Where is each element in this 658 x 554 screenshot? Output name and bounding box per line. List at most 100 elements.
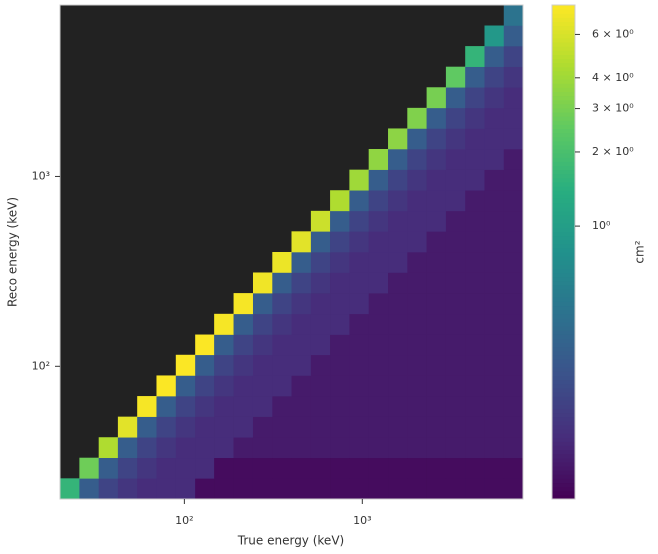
heatmap-cell [426, 437, 447, 459]
heatmap-cell [291, 252, 312, 273]
heatmap-cell [368, 375, 389, 397]
colorbar-segment [552, 182, 575, 187]
heatmap-cell [349, 293, 369, 315]
heatmap-cell [349, 313, 369, 335]
heatmap-cell [291, 396, 312, 417]
heatmap-cell [117, 437, 138, 459]
heatmap-cell [465, 66, 485, 88]
heatmap-cell [465, 231, 485, 253]
heatmap-cell [426, 149, 447, 170]
heatmap-cell [503, 169, 524, 191]
heatmap-cell [407, 128, 427, 150]
heatmap-cell [503, 5, 524, 26]
colorbar-segment [552, 326, 575, 331]
heatmap-cell [388, 416, 408, 438]
colorbar-segment [552, 186, 575, 191]
heatmap-cell [484, 66, 505, 88]
heatmap-cell [503, 231, 524, 253]
heatmap-cell [407, 437, 427, 459]
heatmap-cell [175, 354, 196, 376]
colorbar-segment [552, 153, 575, 158]
heatmap-cell [291, 437, 312, 459]
heatmap-cell [407, 210, 427, 232]
heatmap-cell [175, 478, 196, 500]
heatmap-cell [503, 210, 524, 232]
heatmap-cell [349, 416, 369, 438]
heatmap-cell [175, 416, 196, 438]
heatmap-cell [465, 478, 485, 500]
heatmap-cell [310, 478, 331, 500]
heatmap-cell [407, 107, 427, 129]
heatmap-cell [388, 272, 408, 294]
heatmap-cell [465, 313, 485, 335]
heatmap-cell [426, 87, 447, 109]
heatmap-cell [465, 128, 485, 150]
heatmap-cell [484, 375, 505, 397]
colorbar-segment [552, 354, 575, 360]
heatmap-cell [368, 457, 389, 479]
heatmap-cell [137, 437, 157, 459]
heatmap-cell [214, 354, 234, 376]
colorbar-segment [552, 466, 575, 471]
heatmap-cell [407, 313, 427, 335]
colorbar-segment [552, 79, 575, 84]
heatmap-cell [214, 375, 234, 397]
heatmap-cell [330, 293, 350, 315]
heatmap-cell [272, 313, 292, 335]
colorbar-segment [552, 293, 575, 298]
heatmap-cell [445, 437, 466, 459]
colorbar-segment [552, 120, 575, 125]
heatmap-cell [330, 272, 350, 294]
colorbar-segment [552, 416, 575, 422]
colorbar-segment [552, 280, 575, 286]
heatmap-cell [388, 354, 408, 376]
colorbar-segment [552, 223, 575, 228]
heatmap-cell [368, 272, 389, 294]
colorbar-segment [552, 136, 575, 142]
heatmap-cell [388, 210, 408, 232]
colorbar-segment [552, 309, 575, 315]
heatmap-cell [426, 169, 447, 191]
heatmap-cell [465, 293, 485, 315]
heatmap-cell [368, 334, 389, 356]
heatmap-cell [291, 272, 312, 294]
heatmap-cell [330, 190, 350, 212]
colorbar-segment [552, 276, 575, 282]
colorbar-segment [552, 74, 575, 80]
heatmap-cell [330, 354, 350, 376]
heatmap-cell [175, 437, 196, 459]
heatmap-cell [465, 437, 485, 459]
heatmap-cell [291, 457, 312, 479]
heatmap-cell [445, 354, 466, 376]
heatmap-cell [291, 416, 312, 438]
colorbar-segment [552, 157, 575, 162]
colorbar-segment [552, 112, 575, 117]
heatmap-cell [503, 128, 524, 150]
heatmap-cell [330, 231, 350, 253]
heatmap-cell [195, 478, 215, 500]
heatmap-cell [156, 457, 177, 479]
colorbar-segment [552, 128, 575, 134]
heatmap-cell [484, 272, 505, 294]
heatmap-cell [156, 375, 177, 397]
heatmap-cell [175, 457, 196, 479]
colorbar-tick-label: 2 × 10⁰ [592, 145, 634, 158]
heatmap-cell [349, 231, 369, 253]
colorbar-segment [552, 116, 575, 121]
heatmap-cell [349, 334, 369, 356]
heatmap-cell [445, 478, 466, 500]
heatmap-cell [388, 169, 408, 191]
colorbar-segment [552, 268, 575, 274]
colorbar-segment [552, 243, 575, 249]
heatmap-cell [310, 375, 331, 397]
heatmap-cell [195, 396, 215, 417]
heatmap-cell [330, 478, 350, 500]
heatmap-cell [388, 293, 408, 315]
colorbar-segment [552, 161, 575, 167]
heatmap-cell [291, 354, 312, 376]
heatmap-cell [291, 478, 312, 500]
heatmap-cell [233, 354, 254, 376]
heatmap-cell [310, 272, 331, 294]
heatmap-cell [272, 272, 292, 294]
heatmap-cell [137, 457, 157, 479]
